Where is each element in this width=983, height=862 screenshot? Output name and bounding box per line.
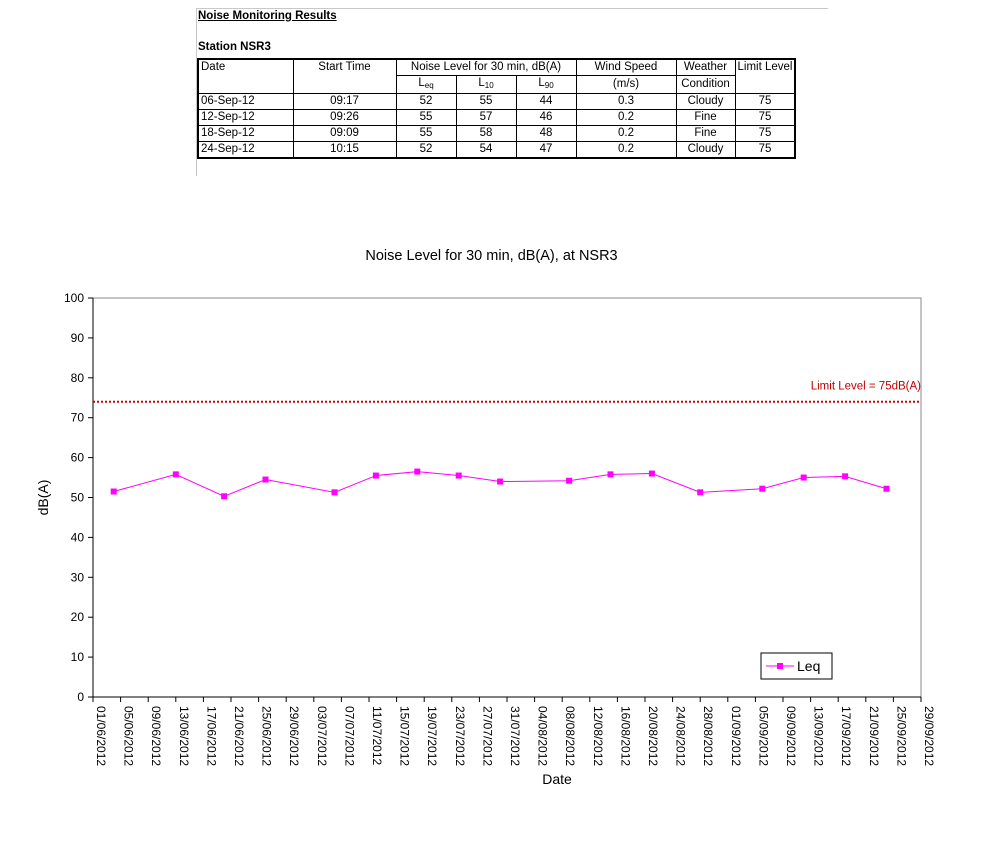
x-tick-label: 12/08/2012 [591, 706, 605, 766]
legend-label: Leq [797, 658, 820, 674]
cell-l90: 47 [515, 141, 577, 159]
data-point [648, 470, 655, 477]
header-start-time: Start Time [292, 58, 397, 94]
data-point [759, 485, 766, 492]
results-table: Date Start Time Noise Level for 30 min, … [197, 58, 797, 159]
data-point [455, 472, 462, 479]
x-tick-label: 24/08/2012 [674, 706, 688, 766]
chart-title: Noise Level for 30 min, dB(A), at NSR3 [365, 248, 618, 264]
y-tick-label: 80 [71, 371, 85, 385]
data-point [110, 488, 117, 495]
x-tick-label: 25/09/2012 [894, 706, 908, 766]
x-tick-label: 19/07/2012 [425, 706, 439, 766]
table-row: 18-Sep-12 09:09 55 58 48 0.2 Fine 75 [197, 125, 796, 142]
x-tick-label: 27/07/2012 [480, 706, 494, 766]
y-tick-label: 50 [71, 491, 85, 505]
x-tick-label: 01/06/2012 [94, 706, 108, 766]
y-tick-label: 10 [71, 650, 85, 664]
data-point [331, 489, 338, 496]
x-tick-label: 23/07/2012 [453, 706, 467, 766]
x-tick-label: 03/07/2012 [315, 706, 329, 766]
cell-weather: Cloudy [675, 141, 736, 159]
sheet-left-border [196, 8, 197, 176]
y-tick-label: 90 [71, 331, 85, 345]
cell-wind: 0.2 [575, 125, 677, 142]
data-point [497, 478, 504, 485]
data-point [566, 477, 573, 484]
cell-leq: 52 [395, 141, 457, 159]
x-tick-label: 29/06/2012 [287, 706, 301, 766]
cell-date: 12-Sep-12 [197, 109, 294, 126]
x-tick-label: 15/07/2012 [398, 706, 412, 766]
cell-date: 18-Sep-12 [197, 125, 294, 142]
cell-date: 24-Sep-12 [197, 141, 294, 159]
data-point [883, 485, 890, 492]
header-weather: Weather [675, 58, 736, 76]
cell-leq: 52 [395, 93, 457, 110]
x-tick-label: 04/08/2012 [536, 706, 550, 766]
cell-time: 10:15 [292, 141, 397, 159]
table-row: 24-Sep-12 10:15 52 54 47 0.2 Cloudy 75 [197, 141, 796, 159]
y-tick-label: 0 [77, 690, 84, 704]
y-tick-label: 20 [71, 610, 85, 624]
cell-leq: 55 [395, 109, 457, 126]
header-limit-level: Limit Level [734, 58, 796, 94]
data-point [842, 473, 849, 480]
x-tick-label: 31/07/2012 [508, 706, 522, 766]
x-tick-label: 13/06/2012 [177, 706, 191, 766]
x-tick-label: 28/08/2012 [701, 706, 715, 766]
cell-wind: 0.2 [575, 141, 677, 159]
x-tick-label: 16/08/2012 [618, 706, 632, 766]
cell-limit: 75 [734, 125, 796, 142]
x-tick-label: 05/09/2012 [756, 706, 770, 766]
table-subheader-row: Leq L10 L90 (m/s) Condition [198, 75, 795, 94]
x-tick-label: 01/09/2012 [729, 706, 743, 766]
x-tick-label: 21/09/2012 [867, 706, 881, 766]
y-tick-label: 30 [71, 570, 85, 584]
x-tick-label: 17/06/2012 [204, 706, 218, 766]
data-point [607, 471, 614, 478]
cell-time: 09:09 [292, 125, 397, 142]
x-tick-label: 09/06/2012 [149, 706, 163, 766]
table-row: 06-Sep-12 09:17 52 55 44 0.3 Cloudy 75 [197, 93, 796, 110]
data-point [262, 476, 269, 483]
data-point [697, 489, 704, 496]
x-tick-label: 21/06/2012 [232, 706, 246, 766]
x-tick-label: 25/06/2012 [260, 706, 274, 766]
cell-limit: 75 [734, 93, 796, 110]
x-tick-label: 09/09/2012 [784, 706, 798, 766]
plot-area [92, 297, 922, 698]
x-tick-label: 20/08/2012 [646, 706, 660, 766]
sheet-title: Noise Monitoring Results [198, 10, 337, 22]
y-tick-label: 60 [71, 451, 85, 465]
y-tick-label: 40 [71, 530, 85, 544]
limit-label: Limit Level = 75dB(A) [811, 381, 921, 393]
x-tick-label: 13/09/2012 [812, 706, 826, 766]
x-tick-label: 05/06/2012 [122, 706, 136, 766]
station-label: Station NSR3 [198, 41, 271, 53]
x-tick-label: 07/07/2012 [342, 706, 356, 766]
x-tick-label: 29/09/2012 [922, 706, 936, 766]
y-axis-title: dB(A) [35, 480, 51, 516]
y-tick-label: 100 [64, 291, 84, 305]
sheet-top-border [197, 8, 828, 9]
cell-limit: 75 [734, 141, 796, 159]
x-axis-title: Date [542, 771, 572, 787]
x-tick-label: 17/09/2012 [839, 706, 853, 766]
data-point [221, 493, 228, 500]
cell-l10: 58 [455, 125, 517, 142]
x-tick-label: 08/08/2012 [563, 706, 577, 766]
legend-marker [777, 663, 783, 669]
data-point [172, 471, 179, 478]
header-date: Date [197, 58, 294, 94]
data-point [800, 474, 807, 481]
x-tick-label: 11/07/2012 [370, 706, 384, 765]
data-point [372, 472, 379, 479]
data-point [414, 468, 421, 475]
y-tick-label: 70 [71, 411, 85, 425]
